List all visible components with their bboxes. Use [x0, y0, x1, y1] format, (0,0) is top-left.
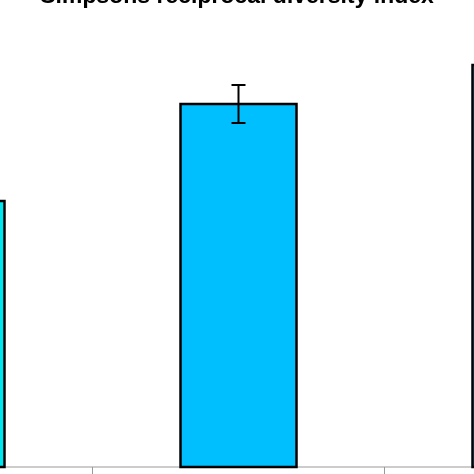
- error-bar: [231, 84, 246, 124]
- bar: [179, 102, 298, 469]
- bar: [0, 199, 6, 469]
- bar: [471, 63, 474, 469]
- chart-title: Simpsons reciprocal diversity index: [40, 0, 434, 8]
